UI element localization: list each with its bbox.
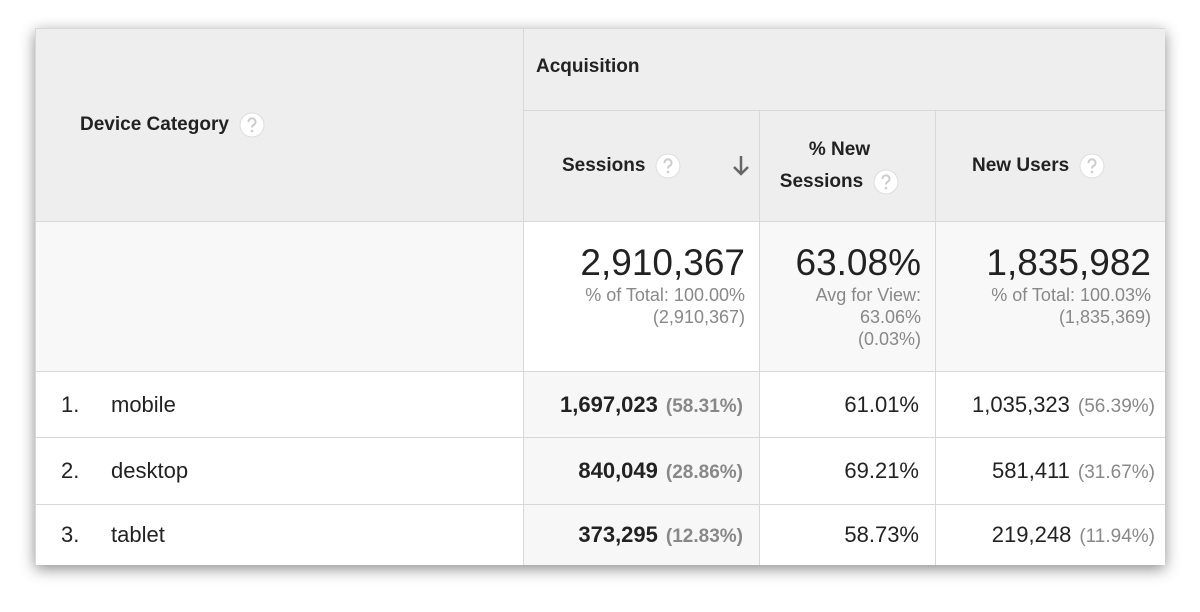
sessions-share: (28.86%): [665, 462, 743, 483]
new-users-share: (11.94%): [1079, 526, 1156, 547]
total-note: % of Total: 100.00%: [585, 285, 745, 305]
totals-row: 2,910,367% of Total: 100.00% (2,910,367) 6…: [35, 221, 1165, 372]
device-link[interactable]: tablet: [111, 522, 165, 547]
device-cell: 2. desktop: [35, 437, 524, 505]
report-table: Device Category Acquisition Sessions % N…: [35, 28, 1165, 565]
new-users-share: (56.39%): [1077, 395, 1156, 417]
total-note: (2,910,367): [652, 307, 745, 327]
data-row: 3. tablet 373,295 (12.83%) 58.73% 219,248 (11.…: [35, 504, 1165, 565]
totals-label-cell: [35, 221, 524, 372]
header-text: New Users: [972, 155, 1070, 177]
header-text: Device Category: [80, 114, 229, 136]
sessions-share: (58.31%): [665, 395, 743, 417]
new-users-value: 219,248: [991, 522, 1072, 547]
column-header[interactable]: Sessions: [523, 110, 760, 222]
row-rank: 3.: [61, 522, 80, 547]
totals-cell: 2,910,367% of Total: 100.00% (2,910,367): [523, 221, 760, 372]
total-note: 63.06%: [859, 307, 921, 327]
new-users-cell: 219,248 (11.94%): [934, 504, 1165, 565]
header-text: % New Sessions: [779, 139, 871, 192]
total-note: (0.03%): [857, 329, 921, 349]
new-users-cell: 581,411 (31.67%): [934, 437, 1165, 505]
device-link[interactable]: mobile: [111, 391, 176, 417]
new-sessions-cell: 58.73%: [759, 504, 936, 565]
header-text: Acquisition: [536, 55, 640, 77]
group-header: Acquisition: [522, 28, 1165, 111]
help-icon[interactable]: [239, 112, 265, 138]
device-cell: 3. tablet: [35, 504, 524, 565]
totals-cell: 63.08% Avg for View: 63.06% (0.03%): [759, 221, 936, 372]
total-note: (1,835,369): [1058, 307, 1152, 327]
column-header[interactable]: New Users: [934, 110, 1165, 222]
new-users-value: 581,411: [992, 458, 1070, 483]
sessions-value: 840,049: [578, 458, 658, 483]
sessions-cell: 373,295 (12.83%): [523, 504, 760, 565]
dimension-header[interactable]: Device Category: [35, 28, 524, 222]
total-note: % of Total: 100.03%: [991, 285, 1152, 305]
new-users-share: (31.67%): [1077, 462, 1156, 483]
sort-arrow: [733, 156, 749, 176]
report-table-card: Device Category Acquisition Sessions % N…: [35, 28, 1165, 565]
totals-cell: 1,835,982% of Total: 100.03% (1,835,369): [934, 221, 1165, 372]
sessions-cell: 840,049 (28.86%): [523, 437, 760, 505]
row-rank: 1.: [61, 391, 80, 417]
device-link[interactable]: desktop: [111, 458, 189, 483]
data-row: 1. mobile 1,697,023 (58.31%) 61.01% 1,035,323…: [35, 371, 1165, 438]
data-row: 2. desktop 840,049 (28.86%) 69.21% 581,411 (31…: [35, 437, 1165, 505]
sessions-cell: 1,697,023 (58.31%): [523, 371, 760, 438]
total-value: 2,910,367: [580, 242, 745, 283]
sessions-value: 373,295: [578, 522, 658, 547]
help-icon[interactable]: [1079, 153, 1105, 179]
new-users-cell: 1,035,323 (56.39%): [934, 371, 1165, 438]
sessions-value: 1,697,023: [560, 391, 658, 417]
device-cell: 1. mobile: [35, 371, 524, 438]
sessions-share: (12.83%): [665, 526, 743, 547]
total-value: 1,835,982: [986, 242, 1152, 283]
total-value: 63.08%: [795, 242, 922, 283]
help-icon[interactable]: [873, 169, 899, 195]
new-sessions-cell: 61.01%: [759, 371, 936, 438]
new-users-value: 1,035,323: [972, 391, 1070, 417]
total-note: Avg for View:: [815, 285, 921, 305]
column-header[interactable]: % New Sessions: [759, 110, 936, 222]
row-rank: 2.: [61, 458, 80, 483]
header-text: Sessions: [562, 155, 646, 177]
help-icon[interactable]: [655, 153, 681, 179]
new-sessions-cell: 69.21%: [759, 437, 936, 505]
